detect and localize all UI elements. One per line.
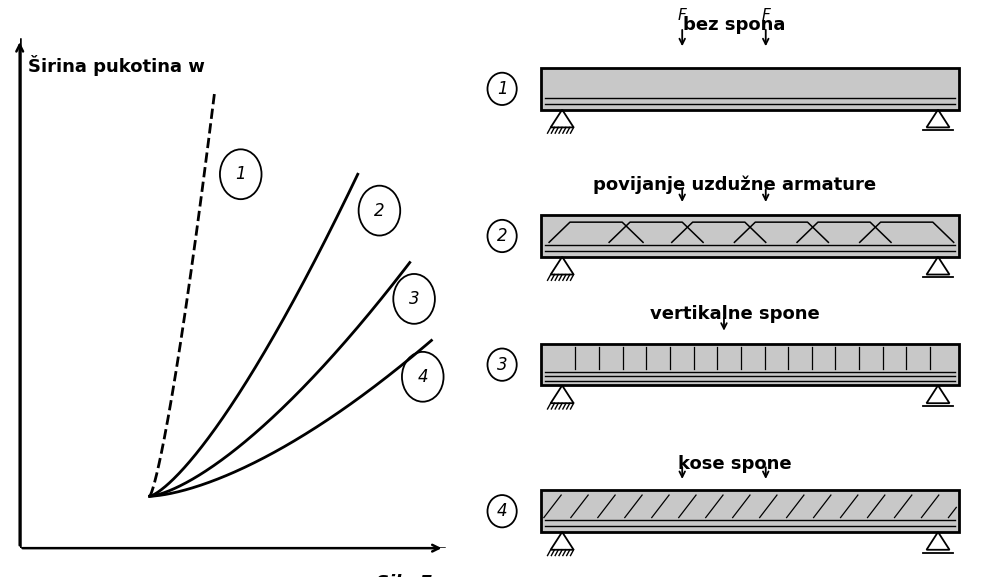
Text: 2: 2 bbox=[374, 201, 385, 220]
Text: 3: 3 bbox=[496, 355, 507, 374]
Bar bbox=[542, 344, 958, 385]
Text: 3: 3 bbox=[409, 290, 420, 308]
Text: kose spone: kose spone bbox=[678, 455, 791, 473]
Text: 1: 1 bbox=[496, 80, 507, 98]
Text: 4: 4 bbox=[418, 368, 428, 386]
Bar bbox=[542, 490, 958, 532]
Text: bez spona: bez spona bbox=[684, 16, 786, 34]
Text: vertikalne spone: vertikalne spone bbox=[649, 305, 820, 323]
Text: 4: 4 bbox=[496, 502, 507, 520]
Bar bbox=[542, 215, 958, 257]
Bar bbox=[542, 68, 958, 110]
Text: povijanje uzdužne armature: povijanje uzdužne armature bbox=[593, 176, 876, 194]
Text: F: F bbox=[761, 8, 770, 23]
Text: Širina pukotina w: Širina pukotina w bbox=[29, 55, 205, 76]
Text: 2: 2 bbox=[496, 227, 507, 245]
Text: 1: 1 bbox=[235, 165, 246, 183]
Text: F: F bbox=[678, 8, 687, 23]
Text: Sila F: Sila F bbox=[375, 574, 431, 577]
